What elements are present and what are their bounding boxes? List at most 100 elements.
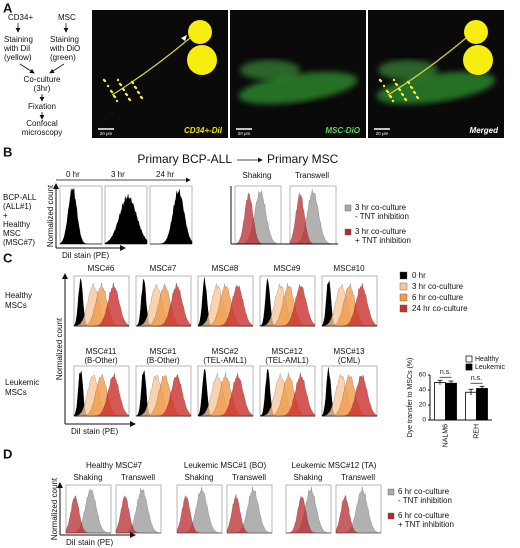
- label: 24 hr: [156, 170, 175, 179]
- label: MSC#6: [88, 264, 115, 273]
- label: MSC#11: [86, 347, 117, 356]
- label: MSC: [3, 229, 21, 238]
- y-tick-label: 60: [419, 372, 427, 379]
- bar: [476, 388, 488, 421]
- label: (3hr): [34, 84, 51, 93]
- label: (yellow): [4, 53, 32, 62]
- label: + TNT inhibition: [398, 520, 454, 529]
- dye-dot: [140, 96, 144, 100]
- label: Transwell: [121, 473, 155, 482]
- label: Fixation: [28, 102, 56, 111]
- label: with DiO: [49, 44, 80, 53]
- legend-swatch: [399, 282, 408, 291]
- label: Transwell: [232, 473, 266, 482]
- dye-dot: [137, 91, 141, 95]
- arrow: [49, 63, 65, 74]
- annotation: n.s.: [471, 375, 482, 382]
- label: MSC#8: [212, 264, 239, 273]
- label: Normalized count: [46, 184, 55, 247]
- micrograph: 20 μm Merged: [368, 10, 504, 138]
- error-bar: [468, 388, 474, 396]
- y-axis-label: Dye transfer to MSCs (%): [407, 358, 414, 438]
- label: MSC#7: [150, 264, 177, 273]
- label: Healthy: [5, 291, 32, 300]
- label: (ALL#1): [3, 202, 32, 211]
- label: MSC#9: [274, 264, 301, 273]
- dye-dot: [416, 96, 420, 100]
- caption: MSC-DiO: [325, 126, 360, 135]
- legend-swatch: [399, 271, 408, 280]
- legend-swatch: [387, 488, 395, 496]
- histogram: [260, 283, 316, 327]
- x-tick-label: NALM6: [442, 424, 449, 447]
- histogram: [74, 372, 130, 417]
- histogram: [59, 188, 102, 245]
- label: CD34+: [8, 13, 33, 22]
- legend-swatch: [344, 228, 352, 236]
- label: +: [3, 211, 8, 220]
- label: MSCs: [5, 301, 27, 310]
- label: Shaking: [294, 473, 323, 482]
- label: Normalized count: [50, 477, 59, 540]
- nanotube: [111, 37, 191, 96]
- dye-dot: [106, 84, 110, 88]
- label: (green): [50, 53, 76, 62]
- histogram: [104, 194, 148, 245]
- label: Transwell: [295, 171, 329, 180]
- histogram: [65, 495, 111, 534]
- error-bar: [479, 385, 485, 391]
- legend-swatch: [399, 304, 408, 313]
- error-bar: [448, 380, 454, 386]
- histogram: [322, 282, 378, 327]
- label: MSCs: [5, 388, 27, 397]
- dye-dot: [115, 99, 119, 103]
- label: Transwell: [341, 473, 375, 482]
- histogram: [136, 282, 192, 327]
- label: Shaking: [74, 473, 103, 482]
- dye-dot: [407, 81, 411, 85]
- label: MSC#1: [150, 347, 177, 356]
- legend-label: Healthy: [475, 356, 499, 363]
- label: BCP-ALL: [3, 193, 37, 202]
- dye-dot: [382, 84, 386, 88]
- label: Shaking: [243, 171, 272, 180]
- dye-dot: [379, 79, 383, 83]
- label: Primary MSC: [267, 152, 339, 166]
- label: Staining: [4, 35, 33, 44]
- annotation: n.s.: [440, 369, 451, 376]
- dye-dot: [404, 98, 408, 102]
- label: Staining: [50, 35, 79, 44]
- label: (TEL-AML1): [265, 356, 309, 365]
- label: Confocal: [26, 119, 58, 128]
- label: 6 hr co-culture: [412, 293, 464, 302]
- label: (B-Other): [146, 356, 180, 365]
- label: 3 hr co-culture: [355, 227, 407, 236]
- histogram: [74, 282, 130, 327]
- label: + TNT inhibition: [355, 236, 411, 245]
- dye-dot: [413, 91, 417, 95]
- dye-dot: [386, 90, 390, 94]
- caption: Merged: [470, 126, 500, 135]
- label: (B-Other): [84, 356, 118, 365]
- label: microscopy: [22, 128, 62, 137]
- dye-dot: [122, 88, 126, 92]
- label: (CML): [338, 356, 361, 365]
- arrowhead: [181, 35, 187, 41]
- x-tick-label: REH: [473, 424, 480, 439]
- legend-label: Leukemic: [475, 364, 505, 371]
- label: Leukemic MSC#1 (BO): [184, 461, 267, 470]
- dye-dot: [116, 78, 120, 82]
- legend-swatch: [344, 204, 352, 212]
- label: MSC#2: [212, 347, 239, 356]
- label: MSC#10: [333, 264, 365, 273]
- label: Co-culture: [24, 75, 61, 84]
- dye-dot: [113, 95, 117, 99]
- label: (TEL-AML1): [203, 356, 247, 365]
- histogram: [260, 372, 316, 417]
- error-bar: [437, 379, 443, 385]
- label: B: [3, 144, 12, 159]
- yellow-cell: [188, 20, 212, 44]
- label: Healthy: [3, 220, 30, 229]
- label: 6 hr co-culture: [398, 487, 450, 496]
